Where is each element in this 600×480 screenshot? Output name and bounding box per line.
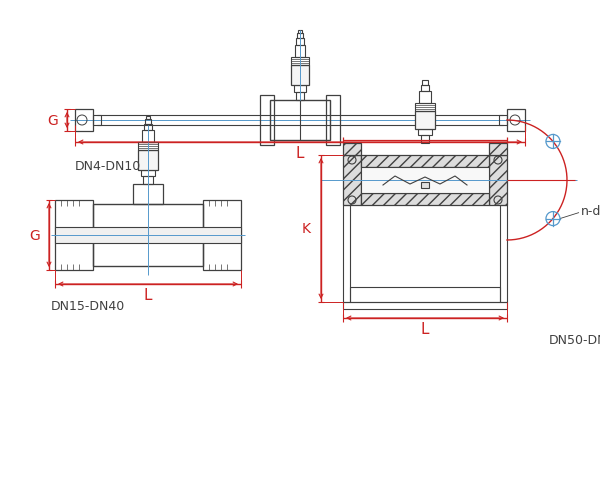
Bar	[361, 168, 489, 193]
Bar	[143, 177, 153, 185]
Bar	[294, 86, 306, 93]
Text: DN15-DN40: DN15-DN40	[51, 300, 125, 313]
Text: G: G	[29, 228, 40, 242]
Bar	[343, 205, 350, 302]
Bar	[361, 193, 489, 205]
Bar	[93, 116, 101, 126]
Bar	[326, 96, 340, 146]
Text: L: L	[296, 145, 304, 160]
Bar	[500, 205, 507, 302]
Bar	[343, 156, 361, 205]
Bar	[270, 101, 330, 141]
Text: DN50-DN200: DN50-DN200	[549, 334, 600, 347]
Bar	[415, 112, 435, 130]
Bar	[55, 201, 93, 270]
Bar	[489, 144, 507, 156]
Bar	[145, 120, 151, 125]
Bar	[422, 81, 428, 86]
Bar	[421, 136, 429, 144]
Bar	[295, 46, 305, 58]
Bar	[418, 130, 432, 136]
Text: L: L	[421, 321, 429, 336]
Bar	[421, 86, 429, 92]
Bar	[138, 143, 158, 151]
Bar	[144, 125, 152, 131]
Bar	[138, 151, 158, 171]
Bar	[343, 302, 507, 309]
Bar	[260, 96, 274, 146]
Text: G: G	[47, 114, 58, 128]
Bar	[415, 104, 435, 112]
Text: DN4-DN10: DN4-DN10	[75, 159, 141, 172]
Bar	[93, 204, 203, 266]
Bar	[291, 58, 309, 66]
Bar	[142, 131, 154, 143]
Text: n-d: n-d	[581, 204, 600, 217]
Bar	[350, 288, 500, 302]
Text: K: K	[302, 222, 311, 236]
Bar	[489, 156, 507, 205]
Bar	[141, 171, 155, 177]
Bar	[55, 228, 241, 243]
Bar	[75, 110, 93, 132]
Bar	[421, 182, 429, 189]
Bar	[499, 116, 507, 126]
Text: L: L	[144, 287, 152, 302]
Bar	[291, 66, 309, 86]
Bar	[419, 92, 431, 104]
Bar	[146, 117, 150, 120]
Bar	[343, 144, 361, 156]
Bar	[361, 156, 489, 168]
Bar	[298, 31, 302, 34]
Bar	[296, 39, 304, 46]
Bar	[296, 93, 304, 101]
Bar	[297, 34, 303, 39]
Bar	[507, 110, 525, 132]
Bar	[203, 201, 241, 270]
Bar	[133, 185, 163, 204]
